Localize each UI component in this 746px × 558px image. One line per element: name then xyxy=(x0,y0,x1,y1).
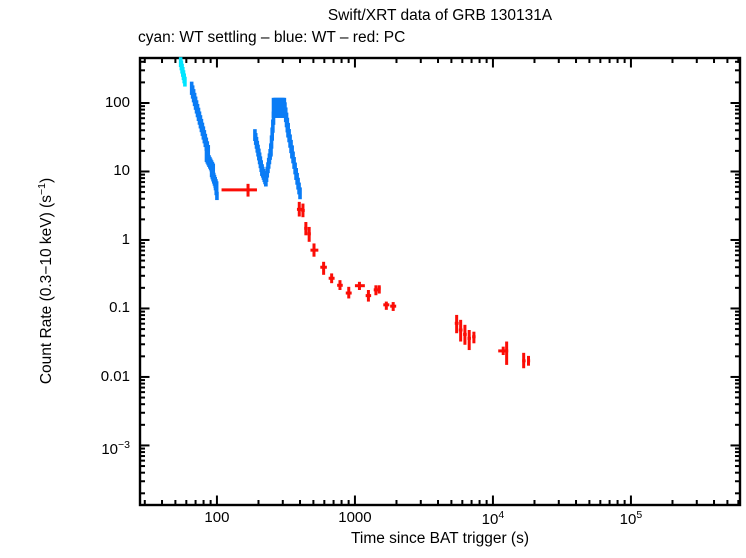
y-axis-label: Count Rate (0.3−10 keV) (s−1) xyxy=(35,177,56,385)
x-tick-label: 105 xyxy=(619,509,643,528)
plot-legend-subtitle: cyan: WT settling – blue: WT – red: PC xyxy=(138,29,406,46)
x-axis-label: Time since BAT trigger (s) xyxy=(350,530,529,547)
y-tick-label: 10 xyxy=(113,162,130,180)
y-tick-label: 1 xyxy=(121,230,130,248)
x-tick-label: 100 xyxy=(204,509,230,526)
y-tick-label: 0.01 xyxy=(100,367,130,385)
y-tick-label: 10−3 xyxy=(101,439,130,459)
x-tick-label: 1000 xyxy=(338,509,372,526)
y-tick-label: 100 xyxy=(104,94,130,111)
x-tick-label: 104 xyxy=(481,509,505,528)
y-tick-label: 0.1 xyxy=(109,299,130,317)
plot-title: Swift/XRT data of GRB 130131A xyxy=(327,7,553,24)
plot-frame xyxy=(138,56,742,507)
